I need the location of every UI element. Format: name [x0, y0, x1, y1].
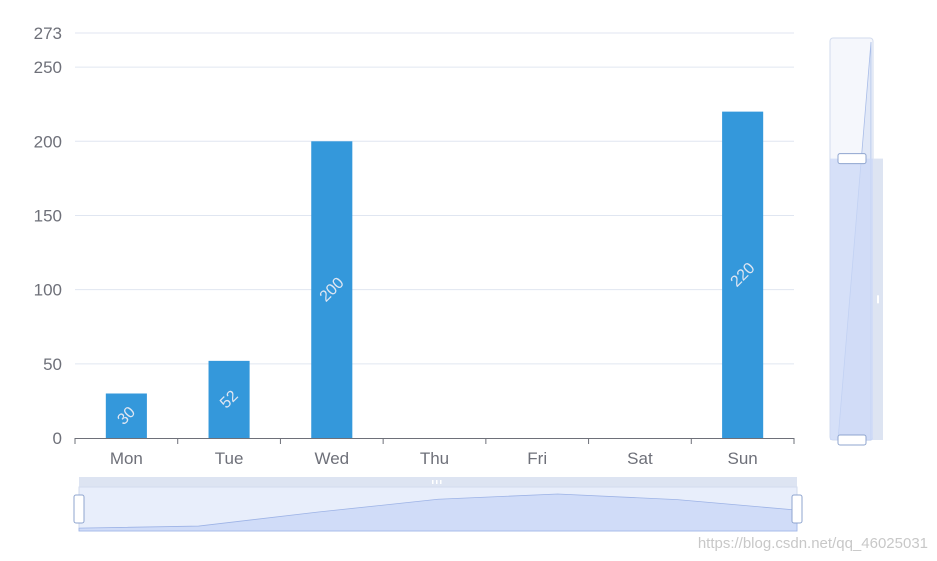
grip-icon: [440, 480, 442, 484]
grip-icon: [877, 295, 879, 304]
vertical-zoom-start-handle[interactable]: [837, 434, 867, 446]
grid-lines: [75, 32, 794, 365]
watermark-text: https://blog.csdn.net/qq_46025031: [698, 535, 928, 552]
y-tick-label: 50: [43, 355, 62, 374]
x-tick-label: Sun: [728, 449, 758, 468]
y-tick-label: 100: [34, 281, 62, 300]
x-tick-label: Tue: [215, 449, 244, 468]
horizontal-zoom-slider[interactable]: [73, 477, 803, 532]
vertical-zoom-selection[interactable]: [830, 158, 873, 440]
bar-sun: [722, 111, 764, 438]
vertical-zoom-slider[interactable]: [829, 37, 883, 446]
x-tick-label: Sat: [627, 449, 653, 468]
y-tick-label: 200: [34, 132, 62, 151]
y-tick-label: 150: [34, 206, 62, 225]
x-tick-label: Mon: [110, 449, 143, 468]
y-tick-label: 0: [53, 429, 62, 448]
x-tick-label: Fri: [527, 449, 547, 468]
horizontal-zoom-start-handle[interactable]: [73, 494, 85, 524]
bar-mon: [105, 393, 147, 438]
x-tick-label: Wed: [314, 449, 349, 468]
horizontal-zoom-end-handle[interactable]: [791, 494, 803, 524]
axes: 0 50 100 150 200 250 273 Mon Tue Wed Thu Fri Sat Sun: [34, 24, 795, 468]
y-tick-label: 250: [34, 58, 62, 77]
grip-icon: [436, 480, 438, 484]
vertical-zoom-end-handle[interactable]: [837, 153, 867, 165]
bar-wed: [311, 141, 353, 439]
x-tick-label: Thu: [420, 449, 449, 468]
horizontal-zoom-move-handle[interactable]: [79, 477, 797, 487]
grip-icon: [432, 480, 434, 484]
y-tick-label: 273: [34, 24, 62, 43]
bar-tue: [208, 360, 250, 438]
